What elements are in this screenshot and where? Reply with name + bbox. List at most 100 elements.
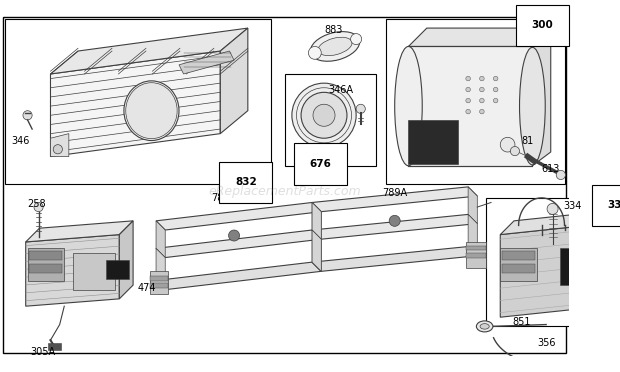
Bar: [73, 253, 115, 290]
Polygon shape: [312, 214, 477, 239]
Text: 789A: 789A: [382, 188, 407, 198]
Circle shape: [389, 215, 400, 226]
Circle shape: [494, 98, 498, 103]
Bar: [29, 264, 63, 273]
Ellipse shape: [521, 30, 544, 41]
Text: 346: 346: [11, 136, 29, 146]
Text: 333: 333: [608, 200, 620, 210]
Polygon shape: [500, 225, 588, 317]
Circle shape: [547, 203, 558, 214]
Bar: [595, 323, 608, 332]
Circle shape: [229, 230, 239, 241]
Polygon shape: [409, 28, 551, 46]
Polygon shape: [312, 187, 477, 212]
Circle shape: [351, 33, 361, 45]
Bar: [466, 246, 487, 250]
Bar: [466, 242, 487, 267]
Bar: [500, 248, 537, 280]
Bar: [407, 120, 458, 164]
Polygon shape: [312, 230, 321, 271]
Ellipse shape: [395, 46, 422, 166]
Text: 334: 334: [564, 201, 582, 211]
Text: 474: 474: [138, 283, 156, 293]
Polygon shape: [50, 28, 248, 74]
Text: 883: 883: [324, 25, 342, 35]
Polygon shape: [468, 214, 477, 256]
Polygon shape: [533, 28, 551, 166]
Polygon shape: [409, 46, 533, 166]
Text: 258: 258: [27, 199, 46, 209]
Circle shape: [466, 76, 471, 81]
Circle shape: [494, 76, 498, 81]
Circle shape: [494, 87, 498, 92]
Bar: [502, 251, 535, 260]
Bar: [149, 283, 168, 288]
Bar: [48, 343, 61, 350]
Text: 81: 81: [521, 136, 534, 146]
Bar: [27, 248, 64, 280]
Polygon shape: [500, 212, 601, 235]
Circle shape: [466, 109, 471, 114]
Text: 676: 676: [309, 159, 331, 169]
Circle shape: [601, 323, 611, 332]
Polygon shape: [25, 235, 119, 306]
Polygon shape: [312, 202, 321, 239]
Text: 613: 613: [541, 164, 560, 173]
Polygon shape: [156, 248, 165, 290]
Ellipse shape: [318, 37, 352, 55]
Ellipse shape: [311, 32, 360, 61]
Polygon shape: [312, 230, 321, 271]
Ellipse shape: [480, 324, 489, 329]
Polygon shape: [156, 230, 321, 257]
Circle shape: [480, 109, 484, 114]
Circle shape: [34, 202, 43, 212]
Circle shape: [480, 98, 484, 103]
Circle shape: [480, 87, 484, 92]
Polygon shape: [156, 262, 321, 290]
Circle shape: [500, 137, 515, 152]
Ellipse shape: [476, 321, 493, 332]
Bar: [560, 248, 592, 285]
Polygon shape: [119, 221, 133, 299]
Text: eReplacementParts.com: eReplacementParts.com: [208, 185, 361, 198]
Circle shape: [556, 170, 565, 180]
Polygon shape: [25, 221, 133, 242]
Bar: [285, 74, 376, 166]
Polygon shape: [588, 212, 601, 308]
Bar: [487, 198, 620, 326]
Bar: [29, 251, 63, 260]
Circle shape: [313, 104, 335, 126]
Polygon shape: [50, 51, 220, 157]
Ellipse shape: [520, 47, 545, 165]
Bar: [4, 19, 271, 184]
Bar: [502, 264, 535, 273]
Circle shape: [301, 92, 347, 138]
Circle shape: [466, 87, 471, 92]
Text: 305A: 305A: [30, 347, 56, 357]
Polygon shape: [220, 28, 248, 134]
Polygon shape: [156, 202, 321, 230]
Bar: [149, 271, 168, 294]
Polygon shape: [156, 221, 165, 257]
Circle shape: [466, 98, 471, 103]
Polygon shape: [179, 51, 234, 74]
Bar: [386, 19, 564, 184]
Circle shape: [308, 46, 321, 59]
Circle shape: [480, 76, 484, 81]
Bar: [149, 276, 168, 280]
Circle shape: [292, 83, 356, 147]
Polygon shape: [468, 187, 477, 224]
Polygon shape: [50, 134, 69, 157]
Ellipse shape: [126, 83, 177, 139]
Polygon shape: [312, 202, 321, 239]
Bar: [466, 253, 487, 257]
Ellipse shape: [124, 81, 179, 141]
Text: 832: 832: [235, 177, 257, 187]
Text: 346A: 346A: [329, 84, 353, 94]
Text: 300: 300: [531, 20, 554, 31]
Circle shape: [356, 104, 365, 113]
Text: 356: 356: [537, 338, 556, 348]
Circle shape: [23, 111, 32, 120]
Circle shape: [53, 145, 63, 154]
Text: 789: 789: [211, 193, 229, 203]
